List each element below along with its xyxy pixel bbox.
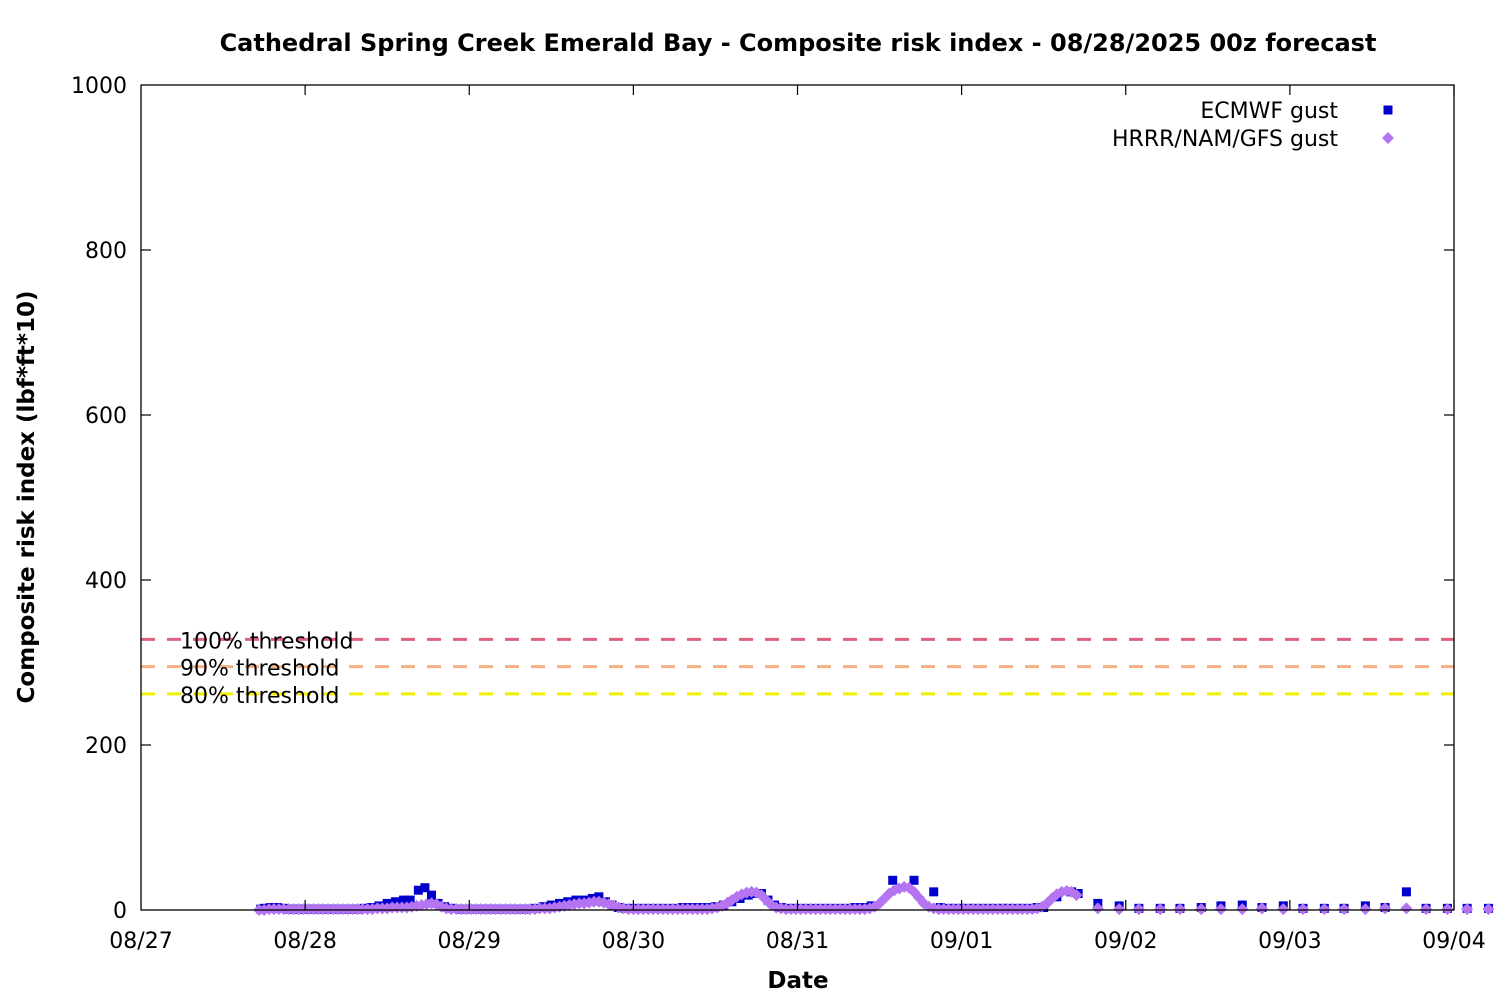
x-axis-title: Date bbox=[767, 968, 828, 994]
legend-marker bbox=[1383, 105, 1393, 115]
y-tick-label: 1000 bbox=[71, 74, 127, 99]
data-point bbox=[1236, 903, 1249, 916]
x-tick-label: 09/03 bbox=[1258, 929, 1321, 954]
data-point bbox=[390, 897, 400, 907]
series-layer bbox=[253, 875, 1495, 916]
data-point bbox=[1482, 903, 1495, 916]
data-point bbox=[1461, 903, 1474, 916]
x-tick-label: 09/01 bbox=[930, 929, 993, 954]
data-point bbox=[1195, 903, 1208, 916]
data-point bbox=[1132, 903, 1145, 916]
data-point bbox=[427, 890, 437, 900]
data-point bbox=[1420, 903, 1433, 916]
x-tick-label: 08/28 bbox=[273, 929, 336, 954]
data-point bbox=[1214, 903, 1227, 916]
data-point bbox=[909, 875, 919, 885]
x-tick-label: 08/29 bbox=[438, 929, 501, 954]
data-point bbox=[1173, 903, 1186, 916]
legend-label: HRRR/NAM/GFS gust bbox=[1112, 127, 1338, 152]
y-tick-label: 800 bbox=[85, 239, 127, 264]
legend-marker bbox=[1382, 132, 1394, 144]
threshold-label: 90% threshold bbox=[180, 657, 340, 682]
threshold-label: 100% threshold bbox=[180, 629, 354, 654]
x-tick-label: 08/27 bbox=[109, 929, 172, 954]
y-tick-label: 600 bbox=[85, 404, 127, 429]
data-point bbox=[1318, 903, 1331, 916]
data-point bbox=[405, 895, 415, 905]
y-axis: 0 200 400 600 800 1000 bbox=[71, 74, 1454, 924]
chart-title: Cathedral Spring Creek Emerald Bay - Com… bbox=[220, 29, 1377, 57]
data-point bbox=[1338, 903, 1351, 916]
data-point bbox=[1379, 902, 1392, 915]
data-point bbox=[888, 875, 898, 885]
data-point bbox=[1255, 902, 1268, 915]
y-axis-title: Composite risk index (lbf*ft*10) bbox=[14, 291, 40, 704]
data-point bbox=[1277, 903, 1290, 916]
data-point bbox=[1359, 903, 1372, 916]
x-axis: 08/27 08/28 08/29 08/30 08/31 09/01 09/02 09/03… bbox=[109, 85, 1486, 954]
y-tick-label: 0 bbox=[113, 899, 127, 924]
data-point bbox=[1297, 903, 1310, 916]
data-point bbox=[1113, 903, 1126, 916]
data-point bbox=[399, 895, 409, 905]
data-point bbox=[1401, 887, 1411, 897]
y-tick-label: 400 bbox=[85, 569, 127, 594]
data-point bbox=[420, 883, 430, 893]
data-point bbox=[1154, 903, 1167, 916]
data-point bbox=[1070, 889, 1083, 902]
data-point bbox=[1400, 902, 1413, 915]
legend-label: ECMWF gust bbox=[1200, 99, 1338, 124]
y-tick-label: 200 bbox=[85, 734, 127, 759]
x-tick-label: 09/02 bbox=[1094, 929, 1157, 954]
threshold-label: 80% threshold bbox=[180, 684, 340, 709]
x-tick-label: 09/04 bbox=[1422, 929, 1485, 954]
x-tick-label: 08/30 bbox=[602, 929, 665, 954]
data-point bbox=[1441, 903, 1454, 916]
series-1 bbox=[253, 880, 1495, 916]
data-point bbox=[929, 887, 939, 897]
x-tick-label: 08/31 bbox=[766, 929, 829, 954]
data-point bbox=[1091, 902, 1104, 915]
data-point bbox=[413, 885, 423, 895]
legend: ECMWF gust HRRR/NAM/GFS gust bbox=[1112, 99, 1394, 152]
